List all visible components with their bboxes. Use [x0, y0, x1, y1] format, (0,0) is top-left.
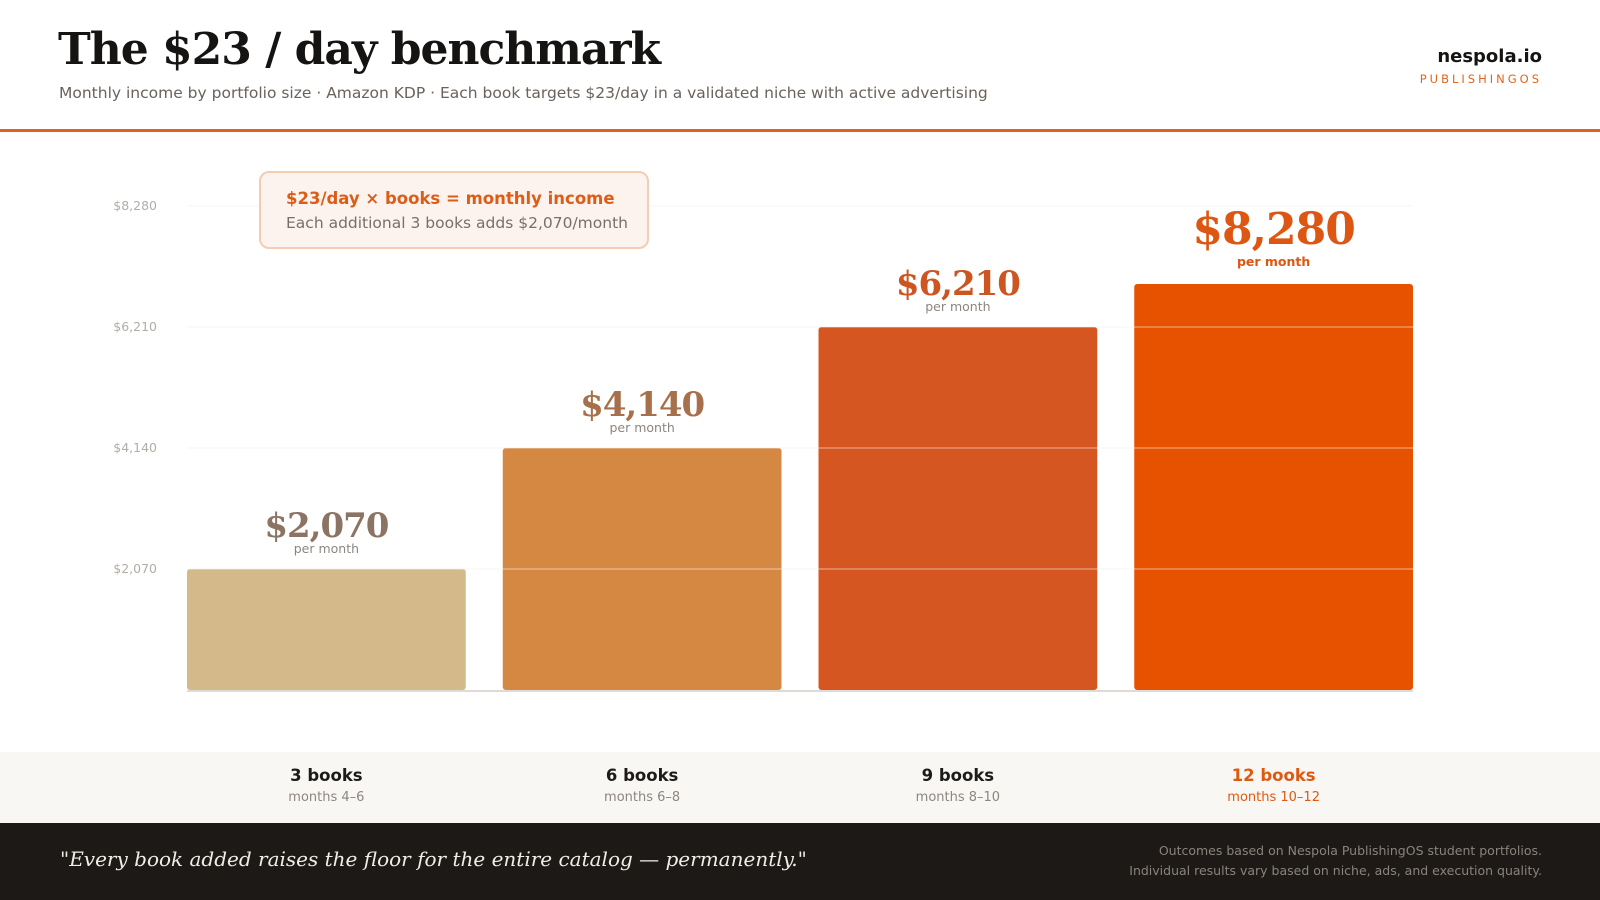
- disclaimer-line-2: Individual results vary based on niche, …: [1129, 863, 1542, 878]
- brand-tag: PUBLISHINGOS: [1419, 72, 1542, 86]
- chart-area: $2,070 per month $4,140 per month $6,210 per …: [0, 132, 1600, 752]
- footer: "Every book added raises the floor for t…: [0, 823, 1600, 900]
- category-label: 6 books: [605, 766, 679, 785]
- formula-callout: $23/day × books = monthly income Each ad…: [259, 171, 649, 249]
- value-label-4: $8,280: [1192, 204, 1354, 255]
- callout-subtitle: Each additional 3 books adds $2,070/mont…: [286, 214, 628, 232]
- category-label: 9 books: [921, 766, 995, 785]
- bar-4: [1134, 284, 1413, 690]
- callout-title: $23/day × books = monthly income: [286, 189, 615, 208]
- header: The $23 / day benchmark Monthly income b…: [0, 0, 1600, 130]
- category-3: 9 books months 8–10: [819, 766, 1098, 805]
- bar-1: [187, 569, 466, 690]
- page-subtitle: Monthly income by portfolio size · Amazo…: [59, 84, 988, 102]
- category-2: 6 books months 6–8: [503, 766, 782, 805]
- category-sublabel: months 6–8: [604, 790, 681, 805]
- category-1: 3 books months 4–6: [187, 766, 466, 805]
- value-sublabel-2: per month: [609, 420, 674, 435]
- y-tick-label-2: $4,140: [113, 440, 157, 455]
- category-band: 3 books months 4–6 6 books months 6–8 9 book…: [0, 752, 1600, 823]
- value-sublabel-3: per month: [925, 299, 990, 314]
- category-label: 12 books: [1231, 766, 1316, 785]
- page-title: The $23 / day benchmark: [58, 24, 661, 75]
- accent-rule: [0, 129, 1600, 132]
- brand[interactable]: nespola.io PUBLISHINGOS: [1420, 46, 1542, 86]
- value-label-1: $2,070: [264, 506, 388, 546]
- category-sublabel: months 4–6: [288, 790, 365, 805]
- brand-name: nespola.io: [1437, 46, 1542, 67]
- value-label-3: $6,210: [896, 264, 1020, 304]
- value-sublabel-4: per month: [1237, 254, 1310, 269]
- value-label-2: $4,140: [580, 385, 704, 425]
- disclaimer: Outcomes based on Nespola PublishingOS s…: [1129, 841, 1542, 881]
- category-sublabel: months 8–10: [915, 790, 1001, 805]
- y-tick-label-4: $8,280: [113, 198, 157, 213]
- value-sublabel-1: per month: [294, 541, 359, 556]
- y-tick-label-1: $2,070: [113, 561, 157, 576]
- category-4: 12 books months 10–12: [1134, 766, 1413, 805]
- category-sublabel: months 10–12: [1227, 790, 1320, 805]
- disclaimer-line-1: Outcomes based on Nespola PublishingOS s…: [1158, 843, 1542, 858]
- y-tick-label-3: $6,210: [113, 319, 157, 334]
- category-label: 3 books: [290, 766, 363, 785]
- bar-3: [818, 327, 1098, 690]
- footer-quote: "Every book added raises the floor for t…: [60, 847, 807, 871]
